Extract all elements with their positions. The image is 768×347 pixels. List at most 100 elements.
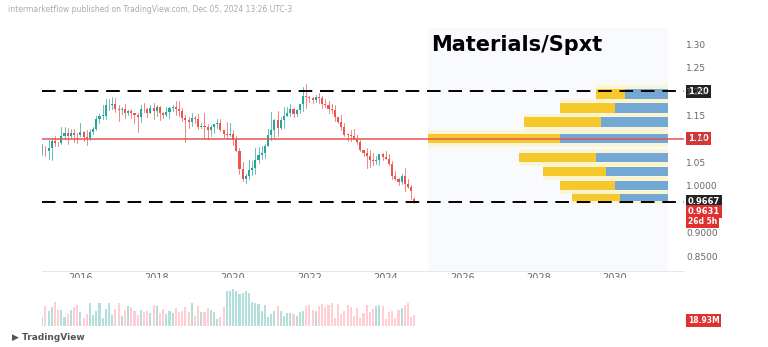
Bar [67, 133, 69, 136]
Bar [309, 97, 310, 98]
Bar [343, 311, 346, 326]
Bar [334, 110, 336, 117]
Bar [340, 122, 343, 127]
Bar [394, 318, 396, 326]
Bar [190, 118, 193, 122]
Bar [98, 116, 101, 119]
Bar [572, 194, 620, 201]
Bar [327, 105, 329, 109]
Bar [385, 319, 387, 326]
Bar [153, 108, 154, 111]
Bar [143, 312, 145, 326]
Bar [601, 117, 668, 127]
Bar [232, 134, 234, 140]
Bar [302, 96, 304, 104]
Bar [293, 314, 295, 326]
Bar [118, 109, 120, 110]
Bar [238, 151, 240, 169]
Bar [171, 313, 174, 326]
Bar [620, 194, 668, 201]
Bar [331, 303, 333, 326]
Bar [64, 133, 65, 136]
Bar [428, 134, 560, 143]
Bar [70, 310, 72, 326]
Bar [404, 177, 406, 184]
Bar [146, 311, 148, 326]
Bar [362, 150, 365, 153]
Bar [267, 316, 269, 326]
Bar [264, 146, 266, 153]
Bar [376, 306, 377, 326]
Bar [270, 313, 273, 326]
Bar [248, 170, 250, 176]
Bar [207, 308, 209, 326]
Bar [251, 168, 253, 170]
Bar [45, 306, 47, 326]
Bar [428, 130, 668, 147]
Bar [273, 120, 276, 130]
Bar [82, 318, 84, 326]
Bar [235, 290, 237, 326]
Bar [178, 313, 180, 326]
Bar [401, 177, 402, 182]
Bar [337, 304, 339, 326]
Bar [197, 306, 199, 326]
Bar [226, 291, 228, 326]
Bar [127, 111, 129, 113]
Bar [318, 96, 320, 98]
Bar [89, 133, 91, 138]
Bar [168, 108, 170, 112]
Bar [327, 305, 329, 326]
Bar [407, 184, 409, 187]
Bar [340, 314, 343, 326]
Bar [194, 316, 196, 326]
Bar [413, 315, 415, 326]
Bar [362, 313, 365, 326]
Bar [197, 119, 199, 127]
Bar [229, 290, 231, 326]
Bar [51, 306, 53, 326]
Bar [98, 303, 101, 326]
Bar [64, 318, 65, 326]
Bar [216, 123, 218, 124]
Bar [121, 316, 123, 326]
Bar [366, 153, 368, 156]
Bar [324, 104, 326, 105]
Bar [171, 107, 174, 108]
Bar [257, 155, 260, 160]
Bar [596, 85, 668, 102]
Bar [92, 129, 94, 133]
Bar [296, 110, 298, 114]
Bar [235, 140, 237, 151]
Text: 1.10: 1.10 [687, 134, 708, 143]
Bar [101, 115, 104, 116]
Bar [41, 150, 43, 151]
Bar [519, 153, 596, 162]
Bar [349, 135, 352, 136]
Bar [254, 160, 257, 168]
Bar [127, 306, 129, 326]
Bar [162, 309, 164, 326]
Bar [318, 306, 320, 326]
Bar [596, 153, 668, 162]
Bar [382, 154, 384, 156]
Bar [165, 314, 167, 326]
Bar [232, 289, 234, 326]
Bar [134, 311, 135, 326]
Bar [118, 303, 120, 326]
Bar [290, 109, 291, 113]
Bar [54, 302, 56, 326]
Bar [615, 181, 668, 191]
Bar [76, 305, 78, 326]
Bar [302, 311, 304, 326]
Bar [213, 124, 215, 127]
Bar [131, 111, 132, 113]
Bar [73, 307, 75, 326]
Bar [104, 308, 107, 326]
Bar [70, 133, 72, 136]
Bar [334, 318, 336, 326]
Bar [391, 163, 393, 176]
Bar [101, 318, 104, 326]
Bar [124, 109, 126, 113]
Bar [251, 303, 253, 326]
